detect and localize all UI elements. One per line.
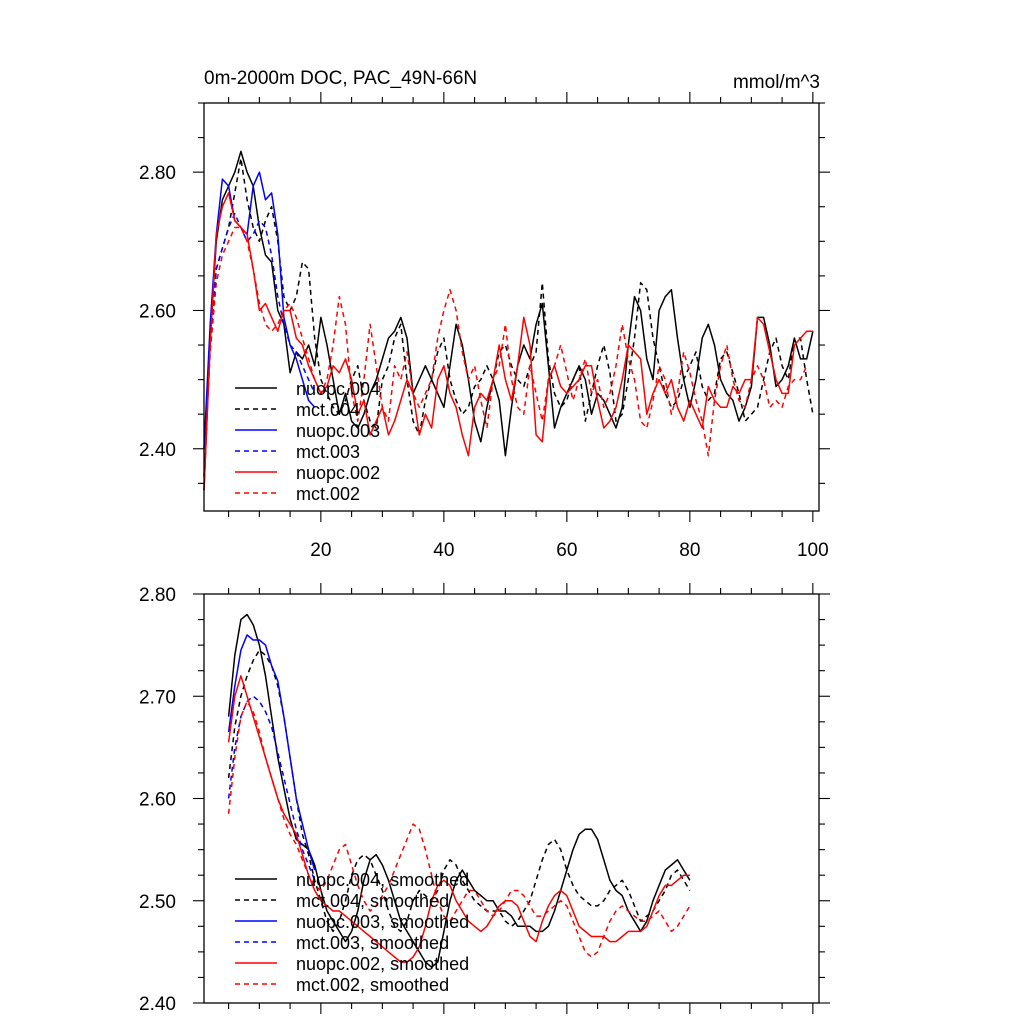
bottom-plot-frame (203, 593, 820, 1004)
y-tick-label: 2.70 (139, 687, 176, 708)
y-tick-label: 2.50 (139, 892, 176, 913)
legend-label: mct.004 (296, 400, 360, 420)
bottom-series-lines (227, 613, 691, 968)
bottom-axis-ticks (193, 583, 830, 1014)
series-line (203, 212, 316, 449)
series-line (203, 171, 316, 449)
top-panel: 0m-2000m DOC, PAC_49N-66N mmol/m^3 2.402… (139, 68, 830, 561)
top-series-lines (203, 150, 814, 491)
series-line (227, 634, 316, 871)
legend-label: nuopc.004, smoothed (296, 870, 469, 890)
series-line (203, 226, 808, 477)
legend-label: nuopc.004 (296, 379, 380, 399)
legend-label: mct.004, smoothed (296, 891, 449, 911)
x-tick-label: 80 (679, 540, 700, 561)
top-tick-labels: 2.40 2.60 2.80 20 40 60 80 100 (139, 163, 829, 561)
top-chart-units: mmol/m^3 (733, 72, 820, 93)
legend-label: mct.002 (296, 484, 360, 504)
legend-label: nuopc.003 (296, 421, 380, 441)
x-tick-label: 60 (556, 540, 577, 561)
y-tick-label: 2.40 (139, 440, 176, 461)
top-legend: nuopc.004mct.004nuopc.003mct.003nuopc.00… (235, 379, 380, 504)
legend-label: mct.002, smoothed (296, 975, 449, 995)
legend-label: nuopc.003, smoothed (296, 912, 469, 932)
legend-label: nuopc.002, smoothed (296, 954, 469, 974)
bottom-panel: 2.40 2.50 2.60 2.70 2.80 nuopc.004, smoothed… (139, 583, 830, 1015)
bottom-tick-labels: 2.40 2.50 2.60 2.70 2.80 (139, 585, 176, 1015)
x-tick-label: 20 (310, 540, 331, 561)
x-tick-label: 40 (433, 540, 454, 561)
y-tick-label: 2.80 (139, 585, 176, 606)
top-axis-ticks (193, 92, 830, 522)
y-tick-label: 2.60 (139, 790, 176, 811)
top-chart-title: 0m-2000m DOC, PAC_49N-66N (204, 68, 477, 89)
legend-label: mct.003 (296, 442, 360, 462)
series-line (227, 700, 691, 958)
series-line (203, 150, 814, 491)
series-line (227, 649, 691, 933)
y-tick-label: 2.40 (139, 994, 176, 1015)
top-plot-frame (203, 102, 820, 512)
x-tick-label: 100 (797, 540, 829, 561)
series-line (227, 675, 690, 963)
y-tick-label: 2.60 (139, 301, 176, 322)
y-tick-label: 2.80 (139, 163, 176, 184)
legend-label: nuopc.002 (296, 463, 380, 483)
series-line (227, 695, 316, 881)
series-line (203, 192, 813, 491)
legend-label: mct.003, smoothed (296, 933, 449, 953)
